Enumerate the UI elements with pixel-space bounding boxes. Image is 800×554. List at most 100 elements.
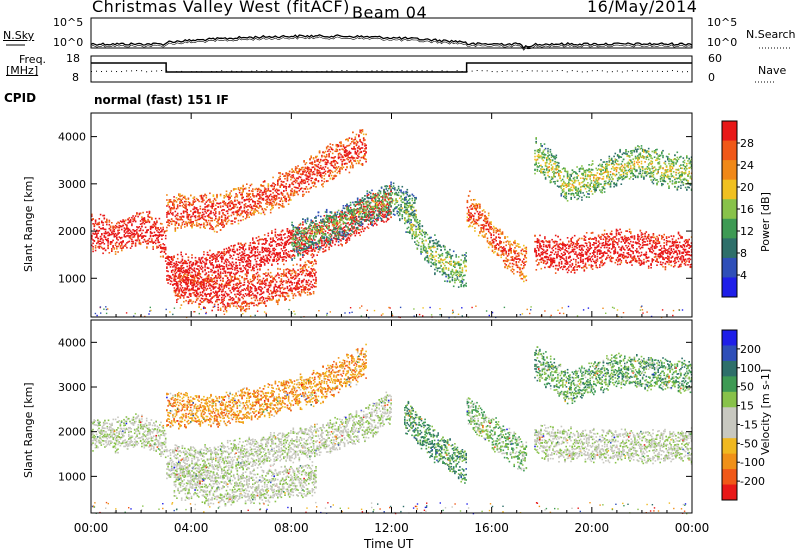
power-cell xyxy=(282,230,284,232)
power-cell xyxy=(152,248,154,250)
power-cell xyxy=(349,239,351,241)
power-cell xyxy=(162,229,164,231)
power-cell xyxy=(233,246,235,248)
nave-dot xyxy=(246,71,247,72)
freq-frame xyxy=(91,56,692,82)
power-cell xyxy=(189,270,191,272)
power-cell xyxy=(257,249,259,251)
power-cell xyxy=(111,250,113,252)
power-cell xyxy=(271,254,273,256)
nave-dot xyxy=(171,71,172,72)
power-cell xyxy=(171,278,173,280)
power-cell xyxy=(126,224,128,226)
power-cell xyxy=(359,229,361,231)
power-cell xyxy=(223,266,225,268)
power-cell xyxy=(165,253,167,255)
power-cell xyxy=(121,237,123,239)
power-cell xyxy=(265,255,267,257)
power-cell xyxy=(125,245,127,247)
power-cell xyxy=(287,237,289,239)
power-cell xyxy=(171,256,173,258)
power-cell xyxy=(241,244,243,246)
nave-dot xyxy=(587,71,588,72)
power-cell xyxy=(264,234,266,236)
power-cell xyxy=(145,227,147,229)
power-cell xyxy=(161,223,163,225)
power-cell xyxy=(242,261,244,263)
power-cell xyxy=(106,220,108,222)
nave-dot xyxy=(356,71,357,72)
power-cell xyxy=(239,252,241,254)
power-cell xyxy=(141,233,143,235)
power-cell xyxy=(121,243,123,245)
power-cell xyxy=(238,271,240,273)
power-cell xyxy=(334,244,336,246)
power-cell xyxy=(117,246,119,248)
power-cell xyxy=(225,270,227,272)
power-cell xyxy=(192,264,194,266)
nave-dot xyxy=(447,71,448,72)
power-cell xyxy=(94,224,96,226)
nave-dot xyxy=(627,70,628,71)
power-cell xyxy=(129,217,131,219)
power-cell xyxy=(217,270,219,272)
power-cell xyxy=(250,263,252,265)
power-cell xyxy=(99,222,101,224)
power-cell xyxy=(244,259,246,261)
power-cell xyxy=(116,242,118,244)
power-cell xyxy=(155,224,157,226)
power-cell xyxy=(169,259,171,261)
power-cell xyxy=(155,240,157,242)
nave-dot xyxy=(181,71,182,72)
power-cell xyxy=(162,234,164,236)
power-cell xyxy=(161,231,163,233)
power-cell xyxy=(228,261,230,263)
power-cell xyxy=(102,224,104,226)
power-cell xyxy=(242,270,244,272)
power-cell xyxy=(257,257,259,259)
power-cell xyxy=(245,269,247,271)
power-cell xyxy=(219,251,221,253)
nave-dot xyxy=(647,71,648,72)
nave-dot xyxy=(256,70,257,71)
power-cell xyxy=(210,277,212,279)
power-cell xyxy=(182,259,184,261)
nave-dot xyxy=(542,71,543,72)
power-cell xyxy=(232,261,234,263)
power-cell xyxy=(282,260,284,262)
power-cell xyxy=(101,238,103,240)
power-cell xyxy=(164,244,166,246)
nave-dot xyxy=(201,71,202,72)
nave-dot xyxy=(296,71,297,72)
power-cell xyxy=(301,242,303,244)
power-cell xyxy=(364,228,366,230)
power-cell xyxy=(157,237,159,239)
power-cell xyxy=(110,243,112,245)
power-cell xyxy=(359,235,361,237)
power-cell xyxy=(99,247,101,249)
power-cell xyxy=(132,215,134,217)
power-cell xyxy=(334,212,336,214)
power-cell xyxy=(219,254,221,256)
power-cell xyxy=(223,249,225,251)
power-cell xyxy=(116,237,118,239)
power-cell xyxy=(248,249,250,251)
power-cell xyxy=(229,249,231,251)
power-cell xyxy=(257,251,259,253)
power-cell xyxy=(216,258,218,260)
power-cell xyxy=(157,247,159,249)
nave-dot xyxy=(321,71,322,72)
power-cell xyxy=(220,273,222,275)
power-cell xyxy=(130,220,132,222)
nave-dot xyxy=(371,70,372,71)
power-cell xyxy=(124,222,126,224)
power-cell xyxy=(250,260,252,262)
power-cell xyxy=(227,259,229,261)
power-cell xyxy=(324,244,326,246)
power-cell xyxy=(238,254,240,256)
power-cell xyxy=(209,257,211,259)
nave-dot xyxy=(472,71,473,72)
power-cell xyxy=(277,256,279,258)
nave-dot xyxy=(622,71,623,72)
power-cell xyxy=(355,235,357,237)
